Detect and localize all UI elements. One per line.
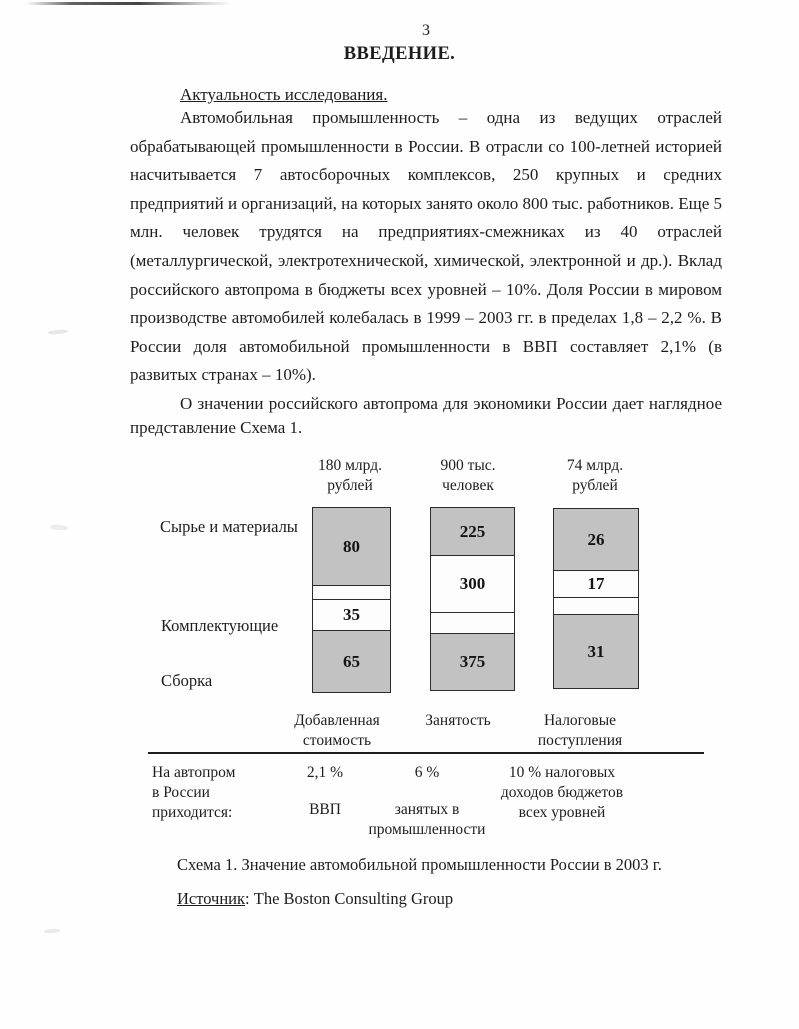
bar-segment-value: 17	[587, 574, 605, 593]
bar-segment-value: 225	[459, 521, 486, 541]
bar-segment-raw-materials: 225	[431, 508, 514, 555]
paragraph-chart-lead: О значении российского автопрома для эко…	[130, 394, 722, 437]
chart-column-total-employment: 900 тыс. человек	[440, 457, 496, 494]
bar-segment-assembly: 65	[313, 630, 390, 692]
bar-segment-assembly: 375	[431, 633, 514, 690]
bar-segment-value: 65	[343, 651, 360, 671]
scan-artifact-smudge	[49, 524, 69, 531]
summary-unit: ВВП	[309, 801, 341, 818]
bar-segment-spacer	[554, 597, 638, 614]
summary-value: 6 %	[414, 764, 440, 781]
scan-artifact-smudge	[47, 328, 69, 336]
summary-unit: доходов бюджетов всех уровней	[500, 784, 624, 821]
scan-artifact-top-edge	[26, 2, 231, 5]
source-label: Источник	[177, 889, 246, 908]
stacked-bar-taxes: 26 17 31	[553, 508, 639, 689]
chart-category-taxes: Налоговые поступления	[537, 712, 623, 749]
chart-row-label-assembly: Сборка	[161, 671, 213, 690]
figure-caption: Схема 1. Значение автомобильной промышле…	[177, 855, 662, 874]
chart-category-employment: Занятость	[425, 712, 491, 729]
subsection-heading: Актуальность исследования.	[180, 85, 388, 104]
paragraph-industry-overview: Автомобильная промышленность – одна из в…	[130, 108, 722, 385]
summary-col-gdp: 2,1 % ВВП	[245, 763, 405, 820]
chart-row-label-raw-materials: Сырье и материалы	[160, 517, 298, 536]
bar-segment-spacer	[313, 585, 390, 599]
bar-segment-value: 35	[343, 605, 360, 624]
summary-value: 2,1 %	[306, 764, 344, 781]
bar-segment-assembly: 31	[554, 614, 638, 688]
bar-segment-value: 300	[459, 574, 486, 593]
chart-column-total-taxes: 74 млрд. рублей	[566, 457, 624, 494]
summary-unit: занятых в промышленности	[368, 801, 486, 838]
summary-col-employment: 6 % занятых в промышленности	[347, 763, 507, 840]
bar-segment-value: 80	[343, 536, 360, 556]
page-number: 3	[422, 22, 430, 39]
stacked-bar-added-value: 80 35 65	[312, 507, 391, 693]
bar-segment-components: 300	[431, 555, 514, 612]
summary-value: 10 % налоговых	[508, 764, 616, 781]
bar-segment-raw-materials: 80	[313, 508, 390, 585]
scan-artifact-smudge	[43, 928, 61, 934]
bar-segment-value: 31	[587, 641, 605, 661]
horizontal-rule	[148, 752, 704, 754]
stacked-bar-employment: 225 300 375	[430, 507, 515, 691]
section-heading: ВВЕДЕНИЕ.	[343, 44, 456, 64]
bar-segment-spacer	[431, 612, 514, 633]
bar-segment-value: 375	[459, 652, 486, 671]
figure-source: Источник: The Boston Consulting Group	[177, 889, 453, 909]
bar-segment-components: 35	[313, 599, 390, 630]
bar-segment-raw-materials: 26	[554, 509, 638, 570]
bar-segment-components: 17	[554, 570, 638, 597]
chart-column-total-added-value: 180 млрд. рублей	[318, 457, 382, 494]
bar-segment-value: 26	[587, 529, 605, 549]
summary-row-label: На автопром в России приходится:	[152, 764, 236, 821]
chart-row-label-components: Комплектующие	[161, 616, 279, 635]
chart-category-added-value: Добавленная стоимость	[294, 712, 380, 749]
source-text: : The Boston Consulting Group	[245, 889, 454, 908]
summary-col-taxes: 10 % налоговых доходов бюджетов всех уро…	[472, 763, 652, 823]
